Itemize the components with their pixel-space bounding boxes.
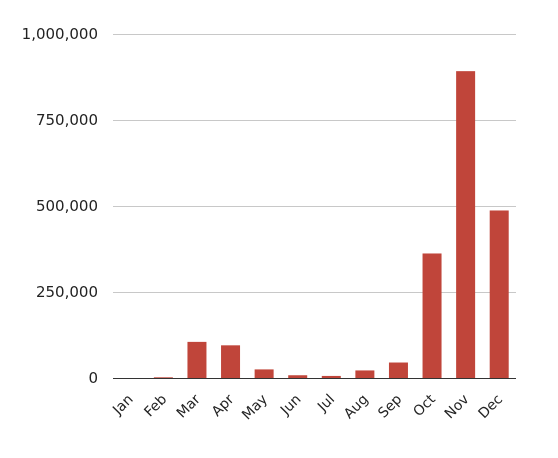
x-tick-label: Feb xyxy=(141,391,170,420)
gridlines xyxy=(113,34,516,379)
x-tick-label: May xyxy=(239,392,271,424)
bar-jun xyxy=(288,375,308,378)
bar-nov xyxy=(456,71,476,378)
y-tick-label: 250,000 xyxy=(36,283,98,301)
y-tick-label: 1,000,000 xyxy=(22,25,98,43)
x-tick-label: Dec xyxy=(476,392,506,422)
y-axis-tick-labels: 0 250,000 500,000 750,000 1,000,000 xyxy=(22,25,98,387)
x-tick-label: Sep xyxy=(375,391,405,421)
bar-feb xyxy=(153,377,173,378)
x-tick-label: Oct xyxy=(410,391,439,420)
bar-mar xyxy=(187,341,207,378)
bar-sep xyxy=(388,362,408,378)
x-tick-label: Mar xyxy=(174,391,204,421)
x-tick-label: Nov xyxy=(442,392,473,423)
x-axis-tick-labels: Jan Feb Mar Apr May Jun Jul Aug Sep Oct Nov Dec xyxy=(109,391,506,423)
y-tick-label: 500,000 xyxy=(36,197,98,215)
bars xyxy=(153,71,509,378)
bar-apr xyxy=(221,345,241,378)
y-tick-label: 0 xyxy=(88,369,98,387)
bar-dec xyxy=(489,210,509,378)
y-tick-label: 750,000 xyxy=(36,111,98,129)
x-tick-label: Jan xyxy=(109,392,136,419)
x-tick-label: Apr xyxy=(209,391,238,420)
bar-oct xyxy=(422,253,442,378)
bar-may xyxy=(254,369,274,378)
x-tick-label: Aug xyxy=(341,392,372,423)
x-tick-label: Jun xyxy=(277,392,304,419)
bar-aug xyxy=(355,370,375,378)
bar-jul xyxy=(321,375,341,378)
x-tick-label: Jul xyxy=(314,392,338,416)
